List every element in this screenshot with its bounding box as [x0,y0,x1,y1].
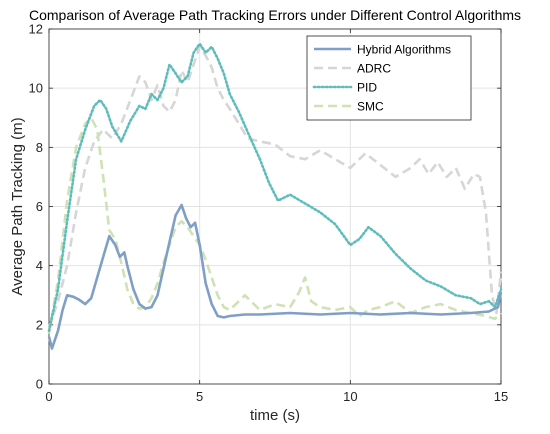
y-axis-label: Average Path Tracking (m) [9,117,26,295]
series-line-pid [47,42,503,333]
y-tick-label: 2 [36,317,43,332]
y-tick-label: 4 [36,258,43,273]
x-tick-label: 15 [494,389,508,404]
legend: Hybrid Algorithms ADRC PID SMC [306,35,472,121]
series-lines [47,42,503,350]
x-axis-label: time (s) [250,407,300,424]
y-tick-label: 0 [36,377,43,392]
y-tick-label: 12 [29,22,43,37]
legend-label: SMC [357,100,384,114]
series-line-hybrid-algorithms [47,203,503,350]
series-line-adrc [47,45,503,329]
chart-title: Comparison of Average Path Tracking Erro… [29,7,521,23]
x-tick-label: 10 [343,389,357,404]
y-tick-label: 6 [36,199,43,214]
legend-label: PID [357,81,377,95]
legend-label: Hybrid Algorithms [357,43,451,57]
x-tick-label: 5 [196,389,203,404]
series-line-smc [47,116,502,334]
legend-label: ADRC [357,62,391,76]
y-tick-label: 10 [29,81,43,96]
x-tick-label: 0 [45,389,52,404]
axis-ticks: 0 5 10 15 0 2 4 6 8 10 12 [29,22,509,405]
y-tick-label: 8 [36,140,43,155]
